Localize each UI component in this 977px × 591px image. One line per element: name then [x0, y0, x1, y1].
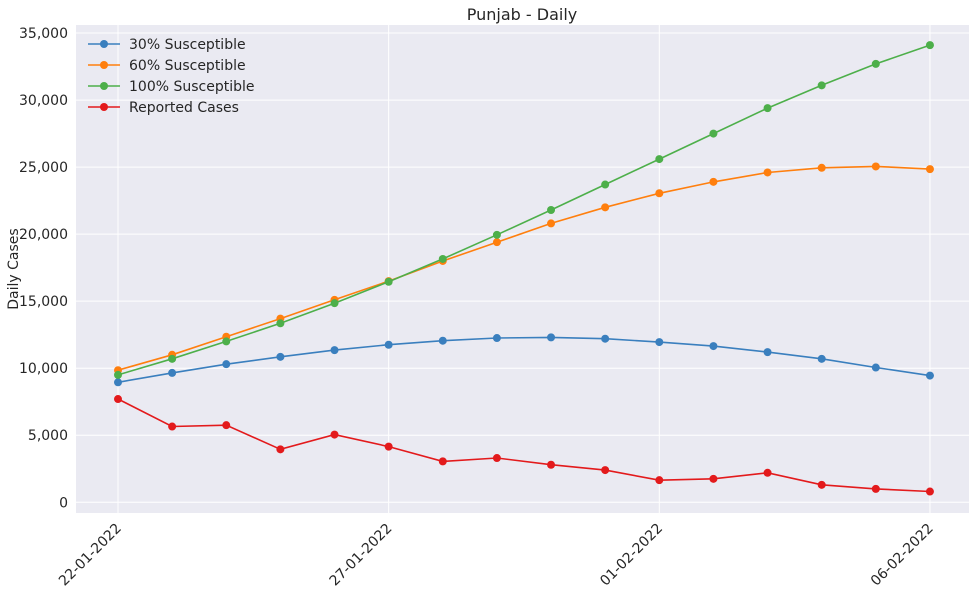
data-point [492, 238, 501, 247]
data-point [709, 129, 718, 138]
data-point [276, 352, 285, 361]
y-tick-label: 20,000 [19, 227, 68, 243]
data-point [492, 230, 501, 239]
data-point [925, 487, 934, 496]
data-point [925, 41, 934, 50]
data-point [817, 81, 826, 90]
data-point [276, 445, 285, 454]
data-point [114, 395, 122, 404]
data-point [601, 466, 610, 475]
data-point [168, 368, 177, 377]
x-tick-label: 06-02-2022 [868, 521, 937, 590]
data-point [709, 177, 718, 186]
data-point [276, 319, 285, 328]
x-tick-label: 22-01-2022 [56, 521, 125, 590]
data-point [384, 340, 393, 349]
data-point [871, 59, 880, 68]
series-0 [114, 333, 934, 387]
data-point [763, 168, 772, 177]
y-axis-label: Daily Cases [6, 228, 22, 309]
y-tick-label: 0 [59, 495, 68, 511]
data-point [114, 370, 122, 379]
legend-item: 60% Susceptible [88, 58, 246, 74]
data-point [547, 219, 556, 228]
data-point [492, 454, 501, 463]
data-point [817, 354, 826, 363]
data-point [655, 476, 664, 485]
data-point [384, 442, 393, 451]
legend-item: 30% Susceptible [88, 37, 246, 53]
data-point [168, 422, 177, 431]
legend-item: 100% Susceptible [88, 79, 255, 95]
data-point [438, 254, 447, 263]
legend-item: Reported Cases [88, 100, 239, 116]
data-point [330, 430, 339, 439]
data-point [655, 338, 664, 347]
data-point [709, 474, 718, 483]
data-point [222, 360, 231, 369]
y-tick-label: 35,000 [19, 26, 68, 42]
legend-label: 30% Susceptible [129, 37, 246, 53]
legend: 30% Susceptible 60% Susceptible 100% Susce… [88, 37, 255, 116]
data-point [871, 484, 880, 493]
plot-background [76, 25, 969, 513]
chart-title: Punjab - Daily [467, 5, 577, 24]
data-point [547, 206, 556, 215]
legend-marker [100, 61, 108, 69]
series-line [117, 398, 931, 493]
legend-label: Reported Cases [129, 100, 239, 116]
data-point [601, 334, 610, 343]
legend-marker [100, 40, 108, 48]
data-point [925, 371, 934, 380]
data-point [817, 163, 826, 172]
y-tick-label: 10,000 [19, 361, 68, 377]
series-3 [114, 395, 934, 496]
y-tick-label: 25,000 [19, 160, 68, 176]
series-2 [114, 41, 934, 379]
y-tick-label: 30,000 [19, 93, 68, 109]
data-point [817, 480, 826, 489]
legend-label: 100% Susceptible [129, 79, 255, 95]
data-point [222, 421, 231, 430]
data-point [871, 162, 880, 171]
y-tick-label: 15,000 [19, 294, 68, 310]
x-tick-label: 27-01-2022 [327, 521, 396, 590]
legend-marker [100, 82, 108, 90]
data-point [655, 155, 664, 164]
legend-marker [100, 103, 108, 111]
data-point [547, 460, 556, 469]
data-point [168, 354, 177, 363]
y-tick-label: 5,000 [28, 428, 68, 444]
legend-label: 60% Susceptible [129, 58, 246, 74]
data-point [384, 277, 393, 286]
x-ticks: 22-01-2022 27-01-2022 01-02-2022 06-02-2022 [56, 521, 937, 590]
data-point [438, 457, 447, 466]
data-point [655, 189, 664, 198]
series-line [117, 165, 931, 371]
y-ticks: 0 5,000 10,000 15,000 20,000 25,000 30,000 35,0… [19, 26, 68, 511]
x-tick-label: 01-02-2022 [597, 521, 666, 590]
data-point [330, 346, 339, 355]
data-point [709, 342, 718, 351]
data-point [438, 336, 447, 345]
data-point [925, 165, 934, 174]
data-point [547, 333, 556, 342]
series-line [117, 44, 931, 376]
data-point [330, 299, 339, 308]
series-line [117, 336, 931, 384]
data-point [763, 104, 772, 113]
series-layer [114, 41, 934, 496]
data-point [492, 334, 501, 343]
data-point [763, 468, 772, 477]
data-point [222, 337, 231, 346]
data-point [871, 363, 880, 372]
data-point [763, 348, 772, 357]
data-point [601, 203, 610, 212]
data-point [601, 180, 610, 189]
data-point [114, 378, 122, 387]
